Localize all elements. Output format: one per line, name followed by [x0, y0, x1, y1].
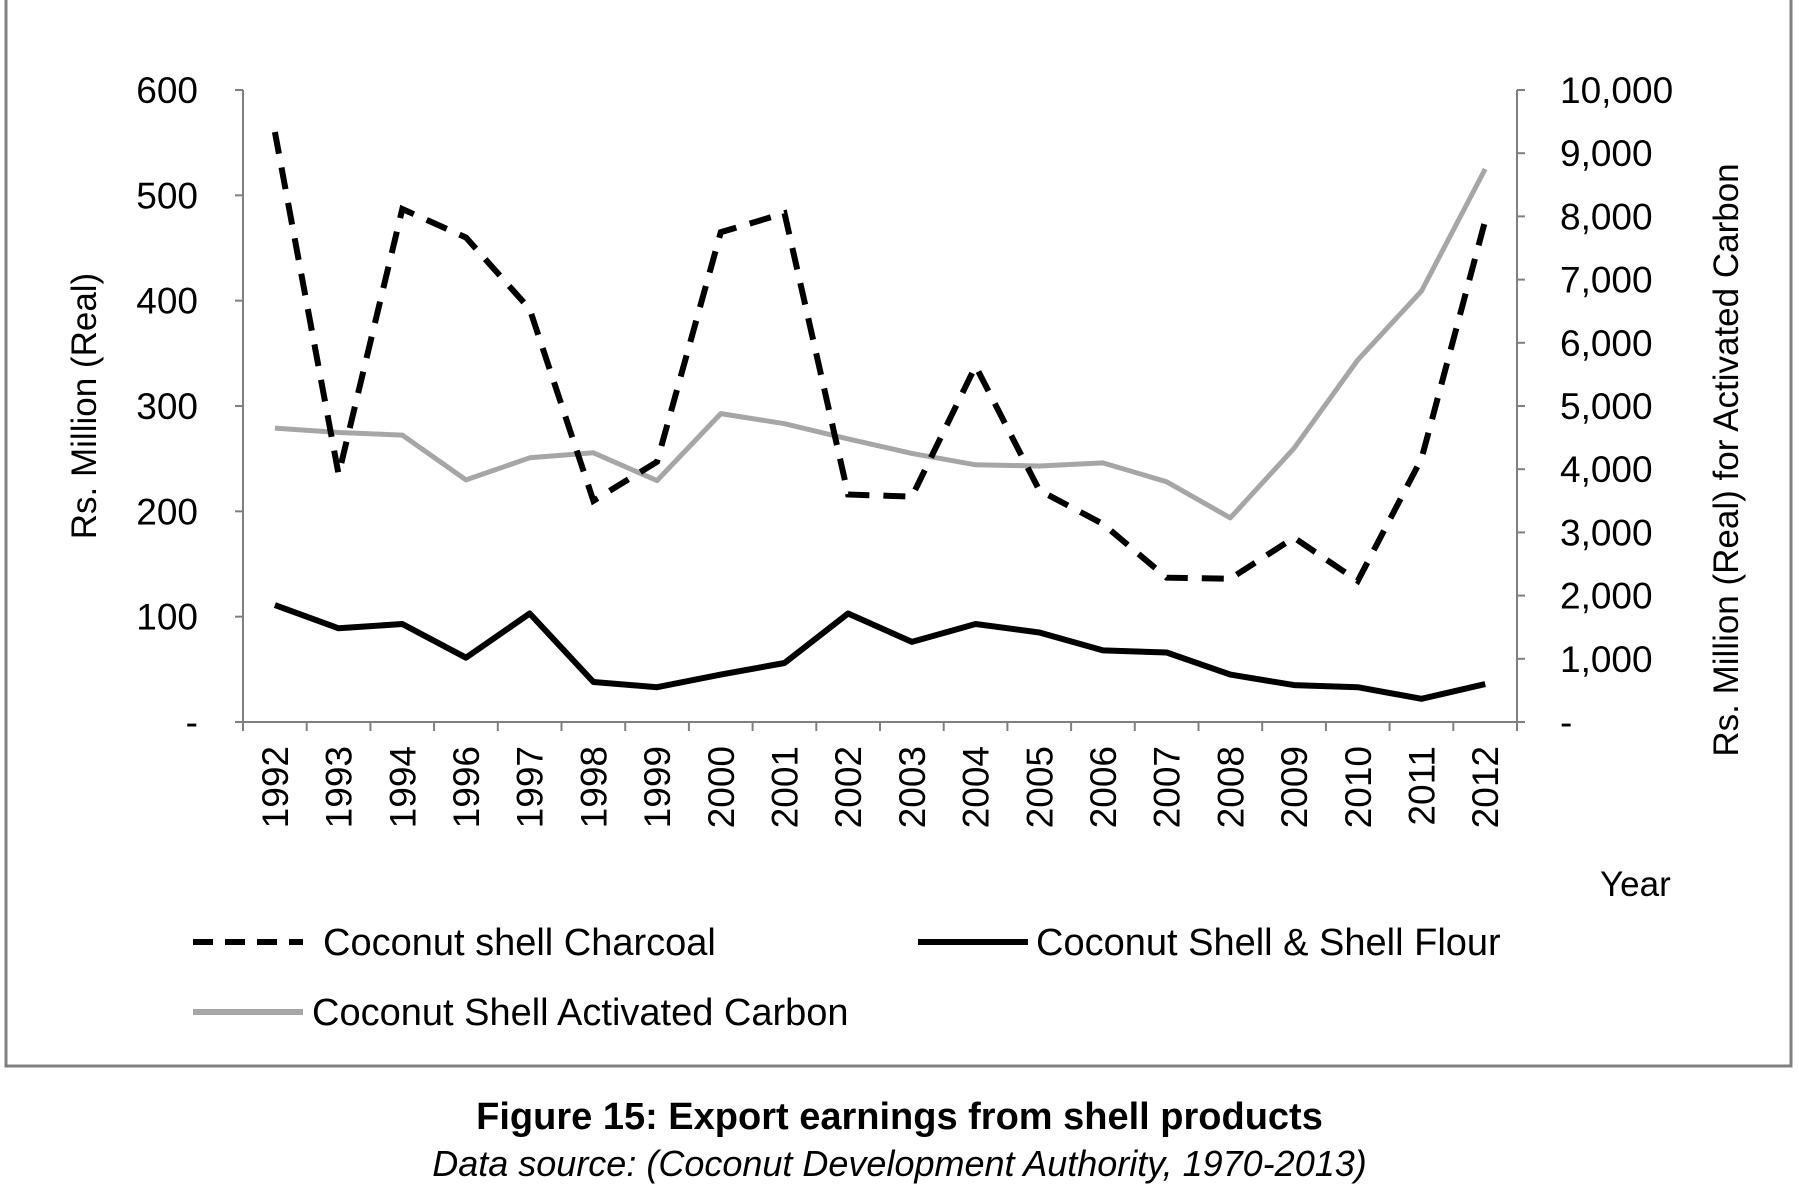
x-tick-label: 1992 — [255, 746, 296, 828]
x-tick-label: 1994 — [382, 746, 423, 828]
y2-tick-label: 2,000 — [1560, 576, 1653, 617]
x-tick-label: 2000 — [701, 746, 742, 828]
y-tick-label: 100 — [136, 597, 198, 638]
x-tick-label: 2007 — [1147, 746, 1188, 828]
y2-tick-label: 4,000 — [1560, 449, 1653, 490]
series-line-0 — [271, 131, 1489, 586]
y-tick-label: 500 — [136, 175, 198, 216]
y2-tick-label: 8,000 — [1560, 196, 1653, 237]
y-tick-label: 300 — [136, 386, 198, 427]
x-tick-label: 1997 — [510, 746, 551, 828]
y2-tick-label: 10,000 — [1560, 70, 1673, 111]
y2-tick-label: 5,000 — [1560, 386, 1653, 427]
y-axis-title: Rs. Million (Real) — [65, 273, 104, 539]
x-tick-label: 2005 — [1019, 746, 1060, 828]
x-tick-label: 1999 — [637, 746, 678, 828]
series-line-1 — [273, 602, 1486, 702]
x-tick-label: 1993 — [319, 746, 360, 828]
y2-axis-title: Rs. Million (Real) for Activated Carbon — [1707, 163, 1746, 756]
chart-frame — [4, 0, 1793, 1068]
x-tick-label: 2006 — [1083, 746, 1124, 828]
x-tick-label: 1998 — [573, 746, 614, 828]
x-tick-label: 2001 — [764, 746, 805, 828]
y-tick-label: 200 — [136, 491, 198, 532]
x-tick-label: 2010 — [1338, 746, 1379, 828]
x-tick-label: 2002 — [828, 746, 869, 828]
x-tick-label: 2008 — [1210, 746, 1251, 828]
y-tick-label: 600 — [136, 70, 198, 111]
y2-tick-label: 7,000 — [1560, 260, 1653, 301]
x-axis-title: Year — [1600, 865, 1671, 904]
series-line-2 — [274, 167, 1488, 521]
x-tick-label: 2009 — [1274, 746, 1315, 828]
y2-tick-label: 3,000 — [1560, 512, 1653, 553]
legend-label-2: Coconut Shell Activated Carbon — [312, 992, 849, 1034]
y2-tick-label: - — [1560, 702, 1572, 743]
x-tick-label: 1996 — [446, 746, 487, 828]
figure-caption-source: Data source: (Coconut Development Author… — [432, 1143, 1367, 1184]
y2-tick-label: 1,000 — [1560, 639, 1653, 680]
y-tick-label: 400 — [136, 281, 198, 322]
legend-label-0: Coconut shell Charcoal — [323, 922, 716, 964]
figure-caption-title: Figure 15: Export earnings from shell pr… — [476, 1096, 1323, 1138]
y2-tick-label: 9,000 — [1560, 133, 1653, 174]
x-tick-label: 2012 — [1465, 746, 1506, 828]
x-tick-label: 2003 — [892, 746, 933, 828]
y-tick-label: - — [186, 702, 198, 743]
x-tick-label: 2011 — [1401, 746, 1442, 826]
legend-label-1: Coconut Shell & Shell Flour — [1036, 922, 1501, 964]
x-tick-label: 2004 — [956, 746, 997, 828]
y2-tick-label: 6,000 — [1560, 323, 1653, 364]
